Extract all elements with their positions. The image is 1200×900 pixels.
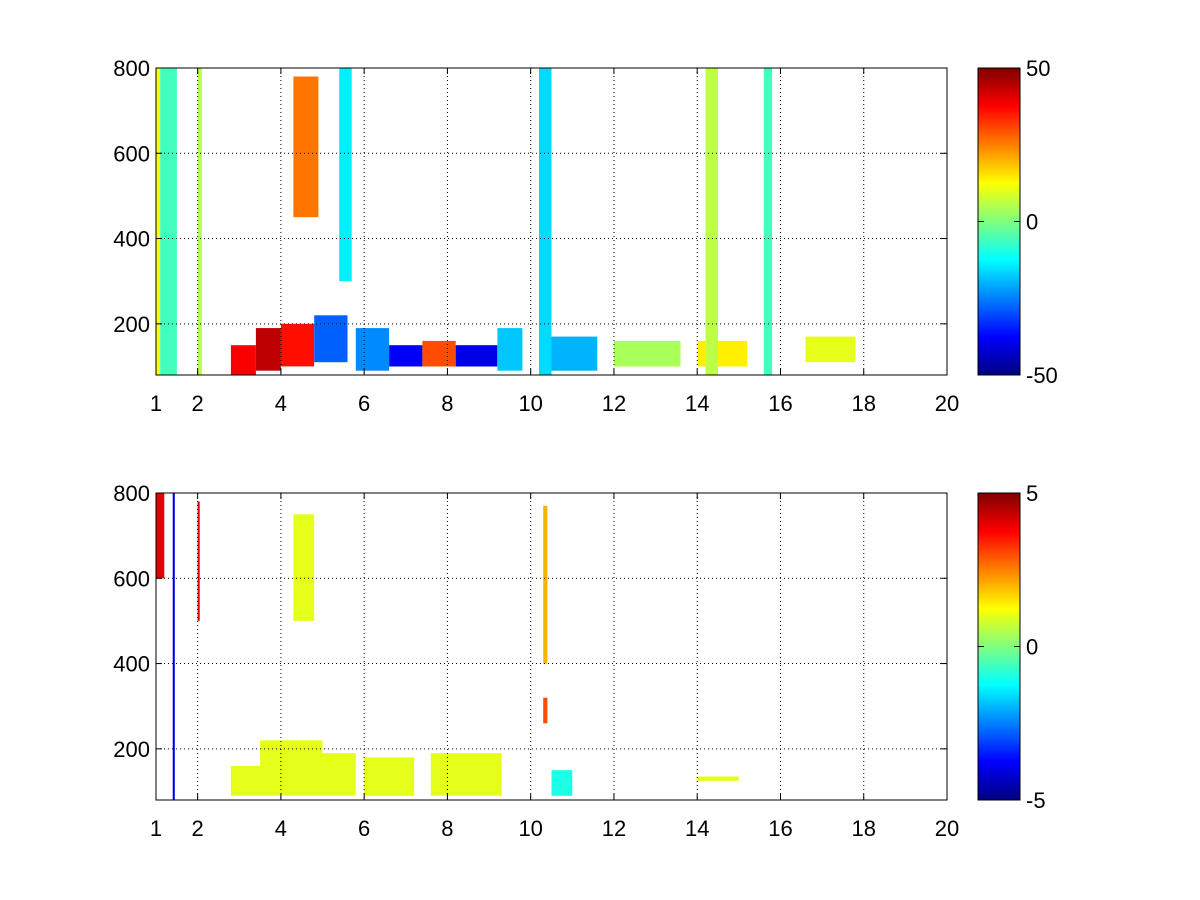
heatmap-region-7	[293, 76, 319, 218]
plot-frame	[155, 492, 948, 801]
heatmap-region-4	[255, 328, 281, 371]
y-tick-label: 200	[113, 312, 150, 337]
heatmap-cells	[156, 68, 856, 375]
heatmap-region-9	[543, 505, 548, 664]
x-tick-label: 20	[935, 816, 959, 841]
x-tick-label: 10	[518, 816, 542, 841]
heatmap-region-20	[805, 336, 856, 363]
heatmap-region-19	[763, 68, 773, 375]
heatmap-region-3	[230, 345, 256, 375]
heatmap-region-1	[160, 68, 177, 375]
y-tick-label: 400	[113, 652, 150, 677]
colorbar-tick-label: 50	[1026, 56, 1050, 81]
heatmap-region-5	[280, 753, 356, 796]
heatmap-cells	[156, 493, 739, 800]
colorbar	[977, 492, 1021, 801]
y-tick-label: 600	[113, 566, 150, 591]
x-axis-ticks: 1 2 4 6 8 10 12 14 16 18 20	[150, 68, 959, 416]
x-tick-label: 4	[275, 391, 287, 416]
x-tick-label: 14	[685, 816, 709, 841]
heatmap-region-11	[551, 770, 573, 796]
colorbar-ticks: 50 0 -50	[978, 56, 1058, 388]
colorbar-tick-label: -50	[1026, 363, 1058, 388]
x-tick-label: 12	[602, 816, 626, 841]
x-tick-label: 16	[768, 391, 792, 416]
heatmap-region-8	[339, 68, 352, 282]
x-tick-label: 6	[358, 816, 370, 841]
heatmap-region-2	[197, 68, 202, 375]
heatmap-region-0	[156, 493, 165, 579]
colorbar-tick-label: 5	[1026, 481, 1038, 506]
x-tick-label: 10	[518, 391, 542, 416]
heatmap-region-13	[497, 328, 523, 371]
x-tick-label: 1	[150, 391, 162, 416]
heatmap-region-11	[422, 340, 456, 367]
x-tick-label: 8	[441, 391, 453, 416]
heatmap-region-5	[280, 323, 315, 367]
y-tick-label: 800	[113, 56, 150, 81]
x-tick-label: 4	[275, 816, 287, 841]
heatmap-region-1	[172, 493, 175, 800]
heatmap-region-12	[697, 776, 739, 781]
heatmap-region-8	[430, 753, 502, 796]
heatmap-region-6	[293, 514, 315, 621]
x-tick-label: 18	[851, 391, 875, 416]
heatmap-region-14	[539, 68, 552, 375]
x-axis-ticks: 1 2 4 6 8 10 12 14 16 18 20	[150, 493, 959, 841]
heatmap-region-9	[355, 328, 390, 371]
heatmap-region-15	[551, 336, 598, 371]
x-tick-label: 2	[192, 391, 204, 416]
heatmap-region-12	[455, 345, 498, 367]
heatmap-region-7	[364, 757, 415, 796]
y-tick-label: 800	[113, 481, 150, 506]
heatmap-region-2	[197, 501, 200, 621]
colorbar-tick-label: 0	[1026, 635, 1038, 660]
colorbar-tick-label: 0	[1026, 210, 1038, 235]
x-tick-label: 1	[150, 816, 162, 841]
heatmap-region-17	[697, 340, 748, 367]
y-axis-ticks: 200 400 600 800	[113, 481, 947, 762]
y-tick-label: 400	[113, 227, 150, 252]
x-tick-label: 12	[602, 391, 626, 416]
y-axis-ticks: 200 400 600 800	[113, 56, 947, 337]
heatmap-region-10	[389, 345, 423, 367]
plot-frame	[155, 67, 948, 376]
y-tick-label: 600	[113, 141, 150, 166]
y-tick-label: 200	[113, 737, 150, 762]
x-tick-label: 16	[768, 816, 792, 841]
x-tick-label: 20	[935, 391, 959, 416]
heatmap-region-16	[613, 340, 681, 367]
heatmap-region-0	[156, 68, 161, 375]
colorbar	[977, 67, 1021, 376]
heatmap-region-6	[314, 315, 348, 363]
heatmap-region-10	[543, 697, 548, 724]
colorbar-tick-label: -5	[1026, 788, 1046, 813]
heatmap-region-18	[705, 68, 718, 375]
x-tick-label: 14	[685, 391, 709, 416]
x-tick-label: 18	[851, 816, 875, 841]
colorbar-ticks: 5 0 -5	[978, 481, 1046, 813]
x-tick-label: 8	[441, 816, 453, 841]
x-tick-label: 2	[192, 816, 204, 841]
x-tick-label: 6	[358, 391, 370, 416]
